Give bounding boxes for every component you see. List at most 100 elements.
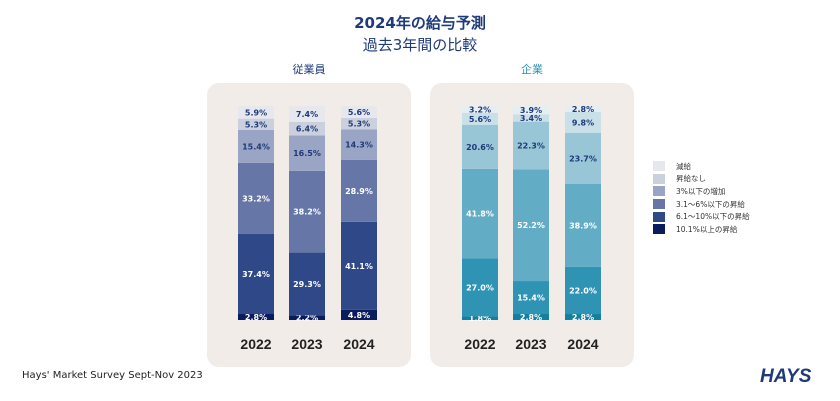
category-label: 2023 (515, 336, 546, 352)
legend-item: 3%以下の増加 (653, 185, 750, 198)
bar-segment (341, 117, 377, 130)
bar-segment (565, 111, 601, 133)
chart-subtitle: 過去3年間の比較 (362, 36, 478, 54)
legend-item: 減給 (653, 160, 750, 173)
category-label: 2022 (464, 336, 495, 352)
bar-segment (565, 314, 601, 320)
data-label: 7.4% (296, 110, 318, 119)
legend-label: 減給 (676, 161, 691, 171)
data-label: 5.3% (348, 120, 370, 129)
legend-label: 昇給なし (676, 174, 706, 184)
logo-text: HAYS (760, 366, 812, 386)
data-label: 15.4% (517, 294, 545, 303)
data-label: 16.5% (293, 149, 321, 158)
category-label: 2024 (343, 336, 374, 352)
bar-segment (565, 106, 601, 112)
bar-segment (513, 314, 549, 320)
bar-segment (341, 309, 377, 320)
employee-panel-title: 従業員 (292, 63, 326, 76)
data-label: 20.6% (466, 143, 494, 152)
data-label: 37.4% (242, 270, 270, 279)
data-label: 6.4% (296, 125, 318, 134)
bar-segment (289, 106, 325, 122)
data-label: 23.7% (569, 154, 597, 163)
bar-segment (238, 129, 274, 163)
bar-segment (238, 233, 274, 315)
source-note: Hays' Market Survey Sept-Nov 2023 (22, 370, 203, 381)
bar-segment (238, 314, 274, 320)
bar-segment (462, 316, 498, 320)
bar-segment (513, 121, 549, 170)
data-label: 3.2% (469, 105, 491, 114)
legend-label: 6.1〜10%以下の昇給 (676, 212, 750, 222)
legend-swatch (653, 199, 665, 210)
bar-segment (565, 183, 601, 267)
legend-item: 10.1%以上の昇給 (653, 223, 750, 236)
category-label: 2022 (240, 336, 271, 352)
bar-segment (513, 114, 549, 122)
legend-item: 6.1〜10%以下の昇給 (653, 210, 750, 223)
legend-swatch (653, 211, 665, 222)
data-label: 27.0% (466, 283, 494, 292)
data-label: 22.3% (517, 141, 545, 150)
data-label: 14.3% (345, 141, 373, 150)
category-label: 2024 (567, 336, 598, 352)
bar-segment (462, 124, 498, 169)
bar-segment (341, 129, 377, 160)
data-label: 5.9% (245, 108, 267, 117)
legend-item: 3.1〜6%以下の昇給 (653, 198, 750, 211)
data-label: 2.8% (245, 313, 267, 322)
data-label: 41.1% (345, 262, 373, 271)
data-label: 38.9% (569, 221, 597, 230)
data-label: 5.6% (469, 115, 491, 124)
bar-segment (238, 118, 274, 130)
legend-swatch (653, 161, 665, 172)
bar-segment (513, 169, 549, 282)
bar-segment (289, 121, 325, 136)
bar-segment (513, 106, 549, 115)
bar-segment (565, 132, 601, 184)
legend-swatch (653, 173, 665, 184)
data-label: 2.8% (572, 313, 594, 322)
bar-segment (341, 106, 377, 118)
data-label: 29.3% (293, 280, 321, 289)
bar-segment (462, 106, 498, 113)
chart-title: 2024年の給与予測 (354, 14, 486, 32)
bar-segment (289, 252, 325, 316)
bar-segment (565, 266, 601, 315)
bar-segment (513, 281, 549, 315)
data-label: 3.9% (520, 106, 542, 115)
bar-segment (462, 168, 498, 259)
legend-label: 10.1%以上の昇給 (676, 224, 738, 234)
bar-segment (462, 112, 498, 125)
data-label: 3.4% (520, 114, 542, 123)
company-panel-title: 企業 (521, 63, 543, 76)
category-label: 2023 (291, 336, 322, 352)
hays-logo: HAYS (760, 366, 812, 386)
data-label: 52.2% (517, 221, 545, 230)
legend-swatch (653, 186, 665, 197)
data-label: 38.2% (293, 208, 321, 217)
data-label: 2.8% (572, 105, 594, 114)
data-label: 2.2% (296, 314, 318, 323)
data-label: 2.8% (520, 313, 542, 322)
bar-segment (238, 162, 274, 234)
legend-label: 3.1〜6%以下の昇給 (676, 199, 745, 209)
data-label: 28.9% (345, 187, 373, 196)
legend-swatch (653, 224, 665, 235)
bar-segment (462, 258, 498, 317)
data-label: 5.6% (348, 108, 370, 117)
data-label: 22.0% (569, 286, 597, 295)
legend-item: 昇給なし (653, 173, 750, 186)
bar-segment (289, 315, 325, 320)
legend-label: 3%以下の増加 (676, 186, 726, 196)
data-label: 5.3% (245, 120, 267, 129)
data-label: 9.8% (572, 118, 594, 127)
data-label: 4.8% (348, 311, 370, 320)
bar-segment (341, 159, 377, 222)
data-label: 33.2% (242, 194, 270, 203)
legend: 減給 昇給なし 3%以下の増加 3.1〜6%以下の昇給 6.1〜10%以下の昇給… (653, 160, 750, 236)
bar-segment (341, 221, 377, 310)
bar-segment (289, 135, 325, 171)
